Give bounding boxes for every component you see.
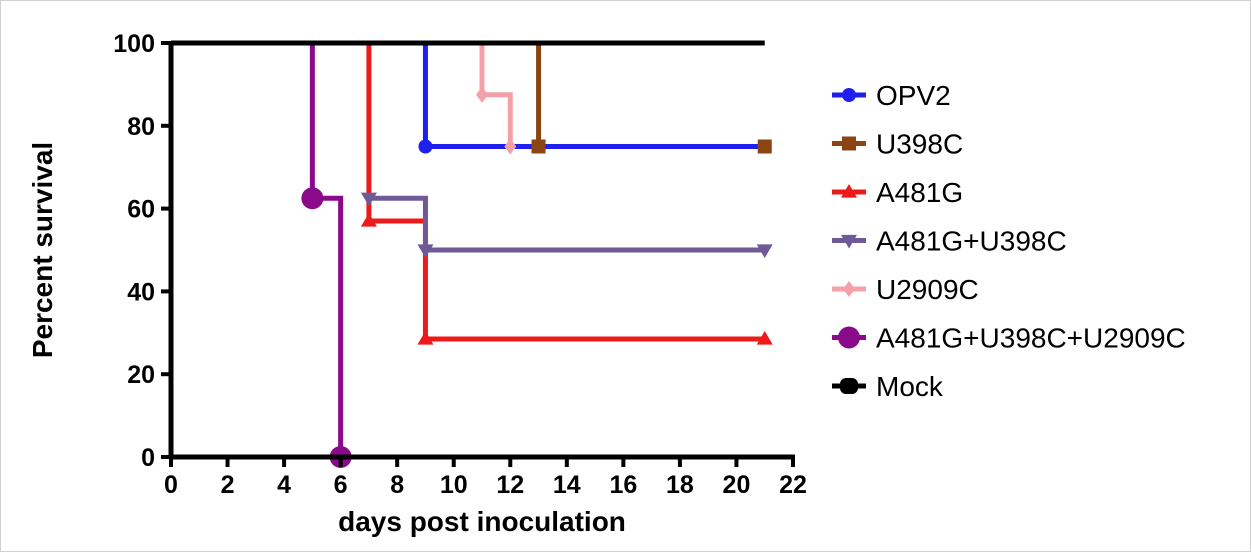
x-tick-label: 16 bbox=[609, 471, 637, 499]
y-axis-title: Percent survival bbox=[27, 142, 58, 358]
y-tick-label: 20 bbox=[127, 361, 155, 389]
series-point bbox=[476, 86, 488, 103]
legend-item: A481G bbox=[832, 177, 963, 208]
series-point bbox=[417, 244, 434, 258]
series-point bbox=[504, 138, 517, 155]
x-tick-label: 12 bbox=[496, 471, 524, 499]
legend-label: A481G+U398C+U2909C bbox=[876, 323, 1186, 354]
legend-label: U2909C bbox=[876, 274, 979, 305]
x-tick-label: 14 bbox=[553, 471, 581, 499]
y-tick-label: 0 bbox=[141, 444, 155, 472]
series-point bbox=[757, 139, 772, 154]
legend-label: A481G bbox=[876, 177, 963, 208]
series-point bbox=[417, 331, 434, 345]
y-tick-label: 100 bbox=[113, 30, 155, 58]
legend-swatch-marker bbox=[841, 234, 857, 249]
legend-item: A481G+U398C+U2909C bbox=[832, 323, 1186, 354]
legend-item: A481G+U398C bbox=[832, 226, 1067, 257]
x-axis-title: days post inoculation bbox=[338, 506, 626, 537]
x-tick-label: 4 bbox=[277, 471, 291, 499]
series-point bbox=[531, 139, 546, 154]
legend-swatch-marker bbox=[838, 326, 860, 349]
legend-label: U398C bbox=[876, 129, 963, 160]
legend-item: OPV2 bbox=[832, 80, 951, 111]
legend: OPV2 U398C A481G A481G+U398C U2909C A481G+U39… bbox=[832, 80, 1186, 402]
legend-item: Mock bbox=[832, 371, 944, 402]
y-tick-label: 60 bbox=[127, 196, 155, 224]
series-point bbox=[756, 244, 773, 258]
x-tick-label: 2 bbox=[221, 471, 235, 499]
series-a481g-u398c-u2909c bbox=[171, 40, 352, 468]
series-point bbox=[756, 331, 773, 345]
legend-label: OPV2 bbox=[876, 80, 951, 111]
series-point bbox=[301, 187, 324, 210]
legend-label: A481G+U398C bbox=[876, 226, 1067, 257]
x-tick-label: 8 bbox=[390, 471, 404, 499]
axes-layer bbox=[168, 41, 795, 460]
legend-label: Mock bbox=[876, 371, 944, 402]
series-point bbox=[360, 213, 377, 227]
ticks-layer: 0 2 4 6 8 10 12 14 16 18 20 22 0 20 40 60 80 100 bbox=[113, 30, 807, 499]
series-point bbox=[360, 192, 377, 207]
legend-swatch-marker bbox=[843, 281, 855, 297]
series-a481g-u398c bbox=[360, 192, 773, 258]
series-line bbox=[171, 40, 765, 149]
x-tick-label: 20 bbox=[723, 471, 751, 499]
series-a481g bbox=[171, 40, 773, 345]
legend-swatch-marker bbox=[841, 184, 857, 198]
x-tick-label: 22 bbox=[779, 471, 807, 499]
series-line bbox=[368, 195, 765, 253]
legend-swatch-marker bbox=[842, 136, 856, 151]
series-layer bbox=[171, 40, 773, 468]
legend-swatch-marker bbox=[840, 378, 858, 394]
y-tick-label: 40 bbox=[127, 278, 155, 306]
series-u398c bbox=[425, 40, 772, 154]
x-tick-label: 6 bbox=[334, 471, 348, 499]
legend-item: U398C bbox=[832, 129, 963, 160]
y-tick-label: 80 bbox=[127, 113, 155, 141]
series-line bbox=[171, 40, 344, 457]
series-u2909c bbox=[453, 40, 517, 155]
legend-item: U2909C bbox=[832, 274, 979, 305]
series-point bbox=[418, 139, 433, 154]
series-opv2 bbox=[171, 40, 772, 154]
x-tick-label: 10 bbox=[440, 471, 468, 499]
series-line bbox=[171, 40, 765, 342]
legend-swatch-marker bbox=[842, 88, 856, 102]
x-tick-label: 0 bbox=[164, 471, 178, 499]
x-tick-label: 18 bbox=[666, 471, 694, 499]
